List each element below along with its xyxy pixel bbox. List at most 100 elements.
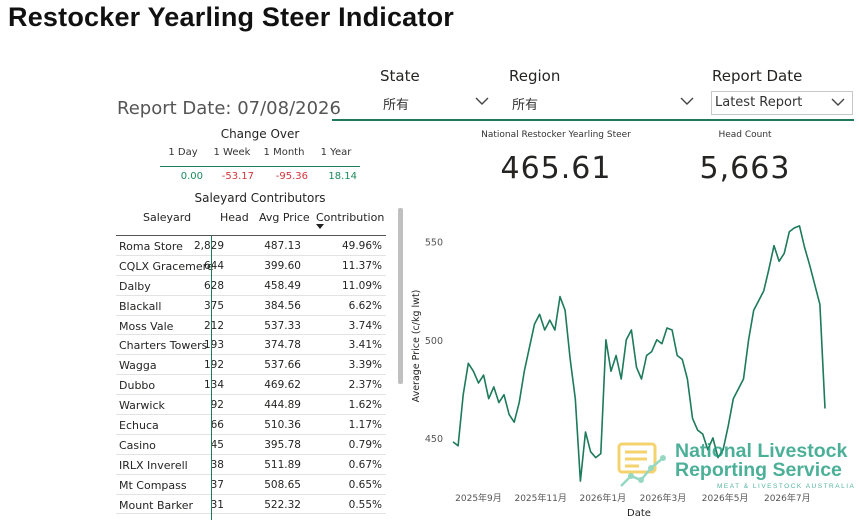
saleyard-name: Charters Towers <box>119 339 208 353</box>
table-row[interactable]: IRLX Inverell 38 511.89 0.67% <box>116 455 386 475</box>
saleyard-name: Blackall <box>119 299 162 313</box>
y-tick-label: 550 <box>425 238 443 249</box>
change-value-1-week: -53.17 <box>221 171 254 182</box>
table-row[interactable]: Roma Store 2,829 487.13 49.96% <box>116 236 386 256</box>
avg-price-cell: 537.66 <box>264 359 301 372</box>
x-tick-label: 2026年1月 <box>579 492 626 504</box>
table-body: Roma Store 2,829 487.13 49.96% CQLX Gracemer… <box>116 236 386 515</box>
avg-price-cell: 511.89 <box>264 458 301 471</box>
change-over-divider <box>160 166 360 167</box>
chevron-down-icon <box>680 97 694 105</box>
table-row[interactable]: Dalby 628 458.49 11.09% <box>116 276 386 296</box>
saleyard-table: Saleyard Head Avg Price Contribution Rom… <box>116 208 386 520</box>
table-column-divider <box>211 236 212 520</box>
head-cell: 37 <box>210 478 224 491</box>
indicator-label: National Restocker Yearling Steer <box>481 130 631 140</box>
table-row[interactable]: Blackall 375 384.56 6.62% <box>116 296 386 316</box>
saleyard-name: Roma Store <box>119 240 183 253</box>
state-dropdown[interactable]: 所有 <box>380 91 496 115</box>
state-filter-label: State <box>380 67 420 85</box>
change-value-1-month: -95.36 <box>275 171 308 182</box>
x-tick-label: 2026年5月 <box>702 492 749 504</box>
contribution-cell: 1.62% <box>348 399 382 412</box>
saleyard-name: Moss Vale <box>119 319 174 333</box>
saleyard-name: IRLX Inverell <box>119 458 188 472</box>
head-count-value: 5,663 <box>699 151 791 186</box>
table-row[interactable]: Echuca 66 510.36 1.17% <box>116 415 386 435</box>
avg-price-cell: 384.56 <box>264 299 301 312</box>
column-header-saleyard[interactable]: Saleyard <box>143 211 192 224</box>
x-tick-label: 2026年7月 <box>764 492 811 504</box>
column-header-contribution[interactable]: Contribution <box>316 211 385 224</box>
contribution-cell: 6.62% <box>348 299 382 312</box>
avg-price-cell: 395.78 <box>264 438 301 451</box>
saleyard-name: Dubbo <box>119 379 156 393</box>
y-tick-label: 500 <box>425 336 443 347</box>
table-row[interactable]: Moss Vale 212 537.33 3.74% <box>116 316 386 336</box>
report-date-dropdown-value: Latest Report <box>715 95 803 110</box>
table-header: Saleyard Head Avg Price Contribution <box>116 208 386 236</box>
table-row[interactable]: Mount Barker 31 522.32 0.55% <box>116 495 386 515</box>
avg-price-cell: 510.36 <box>264 419 301 432</box>
saleyard-name: Echuca <box>119 419 159 433</box>
table-row[interactable]: Charters Towers 193 374.78 3.41% <box>116 335 386 356</box>
sort-descending-icon <box>316 224 324 229</box>
column-header-head[interactable]: Head <box>220 211 249 224</box>
saleyard-name: Casino <box>119 438 156 452</box>
column-header-avg-price[interactable]: Avg Price <box>259 211 310 224</box>
table-row[interactable]: Mt Compass 37 508.65 0.65% <box>116 475 386 495</box>
x-tick-label: 2026年3月 <box>640 492 687 504</box>
contribution-cell: 2.37% <box>348 379 382 392</box>
change-header-1-week: 1 Week <box>213 147 251 158</box>
y-axis-label: Average Price (c/kg lwt) <box>411 290 422 403</box>
avg-price-cell: 399.60 <box>264 259 301 272</box>
report-date-filter-label: Report Date <box>712 67 803 85</box>
table-row[interactable]: Wagga 192 537.66 3.39% <box>116 355 386 376</box>
saleyard-name: Dalby <box>119 279 151 293</box>
avg-price-cell: 444.89 <box>264 399 301 412</box>
change-header-1-month: 1 Month <box>263 147 305 158</box>
saleyard-name: CQLX Gracemere <box>119 259 214 273</box>
contribution-cell: 11.37% <box>341 259 382 272</box>
page-title: Restocker Yearling Steer Indicator <box>8 2 454 32</box>
head-cell: 193 <box>203 339 224 352</box>
region-filter-label: Region <box>509 67 561 85</box>
avg-price-cell: 537.33 <box>264 319 301 332</box>
table-row[interactable]: Warwick 92 444.89 1.62% <box>116 395 386 416</box>
price-line-chart[interactable]: 450 500 550 2025年9月 2025年11月 2026年1月 2026年3月 2… <box>405 212 857 520</box>
contribution-cell: 49.96% <box>341 240 382 252</box>
report-date-divider <box>332 119 854 121</box>
report-date-dropdown[interactable]: Latest Report <box>711 91 853 115</box>
head-cell: 92 <box>210 399 224 412</box>
saleyard-name: Mount Barker <box>119 498 194 512</box>
avg-price-cell: 522.32 <box>264 498 301 511</box>
logo-text-line3: MEAT & LIVESTOCK AUSTRALIA <box>717 483 856 490</box>
change-value-1-year: 18.14 <box>328 171 357 182</box>
change-header-1-day: 1 Day <box>168 147 198 158</box>
avg-price-cell: 374.78 <box>264 339 301 352</box>
region-dropdown[interactable]: 所有 <box>509 91 701 115</box>
report-date-text: Report Date: 07/08/2026 <box>117 98 341 119</box>
x-tick-label: 2025年11月 <box>514 492 566 504</box>
table-row[interactable]: Dubbo 134 469.62 2.37% <box>116 375 386 396</box>
chevron-down-icon <box>475 97 489 105</box>
avg-price-cell: 469.62 <box>264 379 301 392</box>
contribution-cell: 11.09% <box>341 279 382 292</box>
saleyard-name: Mt Compass <box>119 478 187 492</box>
logo-text-line1: National Livestock <box>675 440 848 462</box>
contribution-cell: 3.41% <box>348 339 382 352</box>
contribution-cell: 0.79% <box>348 438 382 451</box>
region-dropdown-value: 所有 <box>512 98 539 113</box>
table-row[interactable]: Casino 45 395.78 0.79% <box>116 435 386 455</box>
head-count-label: Head Count <box>718 130 772 140</box>
avg-price-cell: 458.49 <box>264 279 301 292</box>
nlrs-logo-icon <box>617 442 666 487</box>
head-cell: 66 <box>210 419 224 432</box>
table-scrollbar[interactable] <box>398 208 403 384</box>
avg-price-cell: 487.13 <box>264 240 301 252</box>
head-cell: 31 <box>210 498 224 511</box>
contribution-cell: 0.65% <box>348 478 382 491</box>
head-cell: 212 <box>203 319 224 332</box>
head-cell: 192 <box>203 359 224 372</box>
table-row[interactable]: CQLX Gracemere 644 399.60 11.37% <box>116 256 386 276</box>
